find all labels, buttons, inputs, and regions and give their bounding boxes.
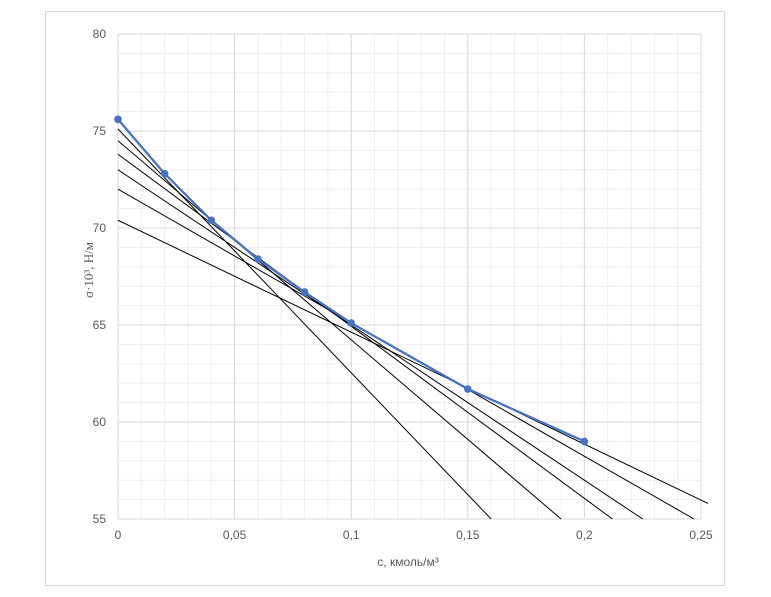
tangent-line [117, 169, 643, 520]
minor-gridlines [117, 33, 702, 520]
x-tick-label: 0,25 [689, 528, 713, 542]
y-tick-label: 80 [93, 27, 107, 41]
x-tick-labels: 0 0,05 0,1 0,15 0,2 0,25 [115, 528, 713, 542]
series-line [117, 118, 585, 443]
x-tick-label: 0,05 [223, 528, 247, 542]
x-tick-label: 0,2 [576, 528, 593, 542]
tangent-line [117, 219, 709, 504]
data-point [114, 115, 122, 124]
data-point [160, 169, 169, 178]
x-tick-label: 0,15 [456, 528, 480, 542]
x-tick-label: 0,1 [343, 528, 360, 542]
x-axis-title: с, кмоль/м³ [377, 555, 438, 569]
data-point [207, 216, 216, 225]
y-tick-label: 60 [93, 415, 107, 429]
tangent-lines [117, 128, 709, 520]
data-point [464, 385, 472, 393]
tangent-line [117, 140, 562, 520]
data-point [254, 255, 262, 263]
data-point [580, 437, 589, 446]
chart-area [45, 11, 725, 586]
y-tick-label: 65 [93, 318, 107, 332]
data-point [300, 288, 309, 296]
x-tick-label: 0 [115, 528, 122, 542]
y-tick-label: 70 [93, 221, 107, 235]
y-axis-title: σ·10³, Н/м [81, 242, 96, 298]
data-series [114, 115, 589, 446]
y-tick-label: 55 [93, 512, 107, 526]
major-gridlines [117, 33, 702, 520]
y-tick-labels: 55 60 65 70 75 80 [93, 27, 107, 526]
y-tick-label: 75 [93, 124, 107, 138]
tangent-line [117, 153, 613, 520]
data-point [347, 319, 356, 327]
